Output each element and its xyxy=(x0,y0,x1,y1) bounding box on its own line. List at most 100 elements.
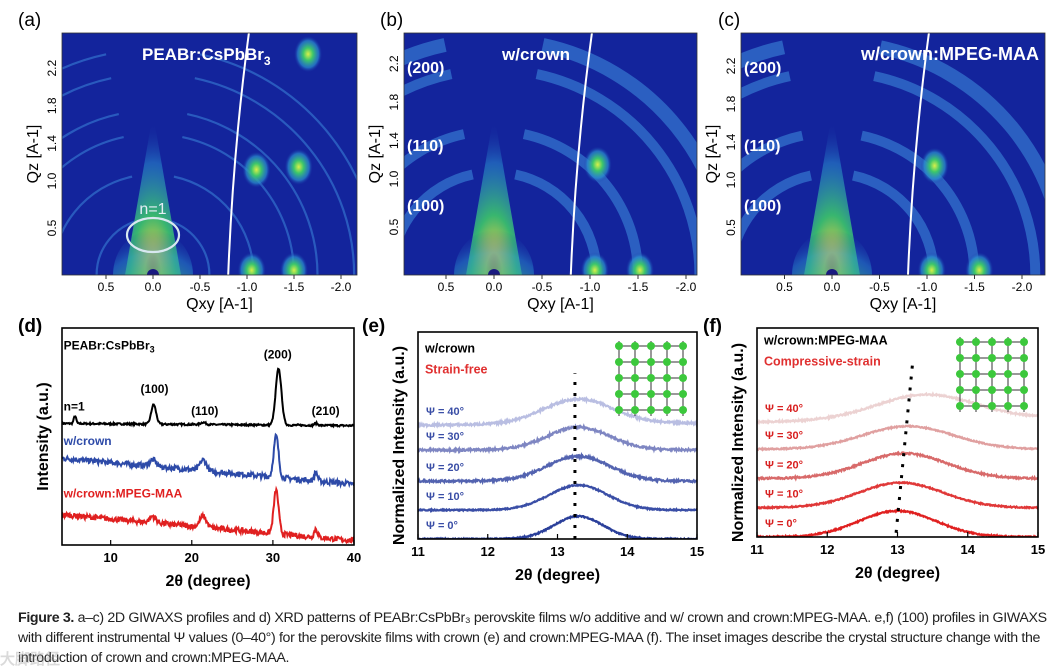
y-axis-label: Qz [A-1] xyxy=(25,125,42,184)
diffraction-ring xyxy=(522,129,643,275)
lattice-atom xyxy=(679,390,687,398)
x-tick-label: 0.5 xyxy=(776,280,793,294)
lattice-atom xyxy=(972,386,980,394)
y-tick-label: 0.5 xyxy=(387,218,401,235)
diffraction-ring xyxy=(62,53,107,70)
series-label: Ψ = 10° xyxy=(426,491,464,503)
diffraction-ring xyxy=(873,71,1041,275)
panel-label: (d) xyxy=(18,316,42,337)
lattice-atom xyxy=(663,390,671,398)
y-tick-label: 1.4 xyxy=(387,132,401,149)
panel-label: (b) xyxy=(380,10,403,31)
x-axis-label: Qxy [A-1] xyxy=(186,296,253,313)
x-tick-label: -1.0 xyxy=(917,280,938,294)
x-tick-label: -0.5 xyxy=(190,280,211,294)
lattice-atom xyxy=(1020,370,1028,378)
peak-label: (200) xyxy=(744,60,781,77)
y-tick-label: 1.4 xyxy=(724,133,738,150)
detector-gap-line xyxy=(907,33,930,275)
lattice-atom xyxy=(956,354,964,362)
series-line xyxy=(62,432,354,490)
y-axis-label: Qz [A-1] xyxy=(367,125,384,184)
diffraction-spot xyxy=(242,151,271,188)
annotation-label: w/crown xyxy=(63,434,112,448)
lattice-atom xyxy=(988,402,996,410)
diffraction-ring xyxy=(541,38,697,171)
y-tick-label: 2.2 xyxy=(45,60,59,77)
y-axis-label: Normalized Intensity (a.u.) xyxy=(730,343,747,542)
plot-area xyxy=(62,367,354,545)
x-tick-label: 0.0 xyxy=(145,280,162,294)
lattice-atom xyxy=(631,406,639,414)
x-tick-label: 20 xyxy=(185,550,199,565)
lattice-atom xyxy=(615,374,623,382)
diffraction-ring xyxy=(186,113,319,275)
series-line xyxy=(418,423,697,455)
series-label: Ψ = 0° xyxy=(765,518,797,530)
lattice-atom xyxy=(663,374,671,382)
diffraction-spot xyxy=(583,146,612,183)
lattice-atom xyxy=(679,358,687,366)
x-axis-label: 2θ (degree) xyxy=(515,567,600,584)
plot-frame xyxy=(61,327,355,546)
lattice-atom xyxy=(1004,386,1012,394)
series-line xyxy=(418,483,697,514)
crystal-lattice-inset xyxy=(615,341,687,416)
lattice-atom xyxy=(1020,386,1028,394)
diffraction-ring xyxy=(741,170,812,243)
caption-label: Figure 3. xyxy=(18,610,74,626)
y-tick-label: 1.0 xyxy=(387,170,401,187)
series-label: Ψ = 20° xyxy=(426,462,464,474)
n1-highlight-ellipse xyxy=(125,216,181,254)
x-tick-label: 14 xyxy=(620,544,635,559)
series-label: Ψ = 30° xyxy=(426,431,464,443)
lattice-atom xyxy=(679,374,687,382)
x-tick-label: 11 xyxy=(411,544,425,559)
subscript: 3 xyxy=(264,54,271,68)
peak-label: (100) xyxy=(744,198,781,215)
diffraction-ring xyxy=(535,69,697,275)
series-line xyxy=(418,395,697,430)
annotation-label: PEABr:CsPbBr3 xyxy=(64,339,155,355)
x-axis-label: Qxy [A-1] xyxy=(527,296,594,313)
lattice-atom xyxy=(631,374,639,382)
diffraction-ring xyxy=(741,71,791,99)
peak-label: (110) xyxy=(407,138,443,155)
x-tick-label: 0.5 xyxy=(438,280,455,294)
lattice-atom xyxy=(972,402,980,410)
plot-frame xyxy=(61,32,358,276)
panel-title: PEABr:CsPbBr3 xyxy=(142,45,271,68)
detector-gap-line xyxy=(569,33,593,275)
x-tick-label: 10 xyxy=(103,550,117,565)
y-tick-label: 1.8 xyxy=(724,95,738,112)
y-axis-label: Normalized Intensity (a.u.) xyxy=(391,346,408,545)
detector-background xyxy=(404,33,697,275)
series-label: Ψ = 10° xyxy=(765,489,803,501)
x-tick-label: -2.0 xyxy=(331,280,352,294)
lattice-atom xyxy=(631,390,639,398)
diffraction-spot xyxy=(237,252,266,275)
annotation-label: n=1 xyxy=(64,399,85,413)
giwaxs-image xyxy=(741,33,1045,275)
diffraction-spot xyxy=(580,252,609,275)
lattice-atom xyxy=(1004,402,1012,410)
beamstop xyxy=(488,269,500,275)
y-tick-label: 1.4 xyxy=(45,135,59,152)
y-axis-label: Intensity (a.u.) xyxy=(35,382,52,490)
diffraction-ring xyxy=(199,53,357,182)
lattice-atom xyxy=(956,370,964,378)
x-tick-label: 12 xyxy=(820,542,834,557)
giwaxs-image xyxy=(404,33,697,275)
y-tick-label: 2.2 xyxy=(387,55,401,72)
lattice-atom xyxy=(956,402,964,410)
lattice-atom xyxy=(988,370,996,378)
diffraction-spot xyxy=(917,252,946,275)
panel-label: (a) xyxy=(18,10,41,31)
annotation-label: w/crown:MPEG-MAA xyxy=(63,486,183,500)
y-axis-label: Qz [A-1] xyxy=(704,125,721,184)
x-tick-label: 0.5 xyxy=(98,280,115,294)
xrd-panel-f: Ψ = 0° Ψ = 10° Ψ = 20° Ψ = 30° Ψ = 40° 11 12 13… xyxy=(730,327,1045,582)
annotation-label: (210) xyxy=(312,404,340,418)
lattice-atom xyxy=(972,354,980,362)
y-tick-label: 2.2 xyxy=(724,57,738,74)
